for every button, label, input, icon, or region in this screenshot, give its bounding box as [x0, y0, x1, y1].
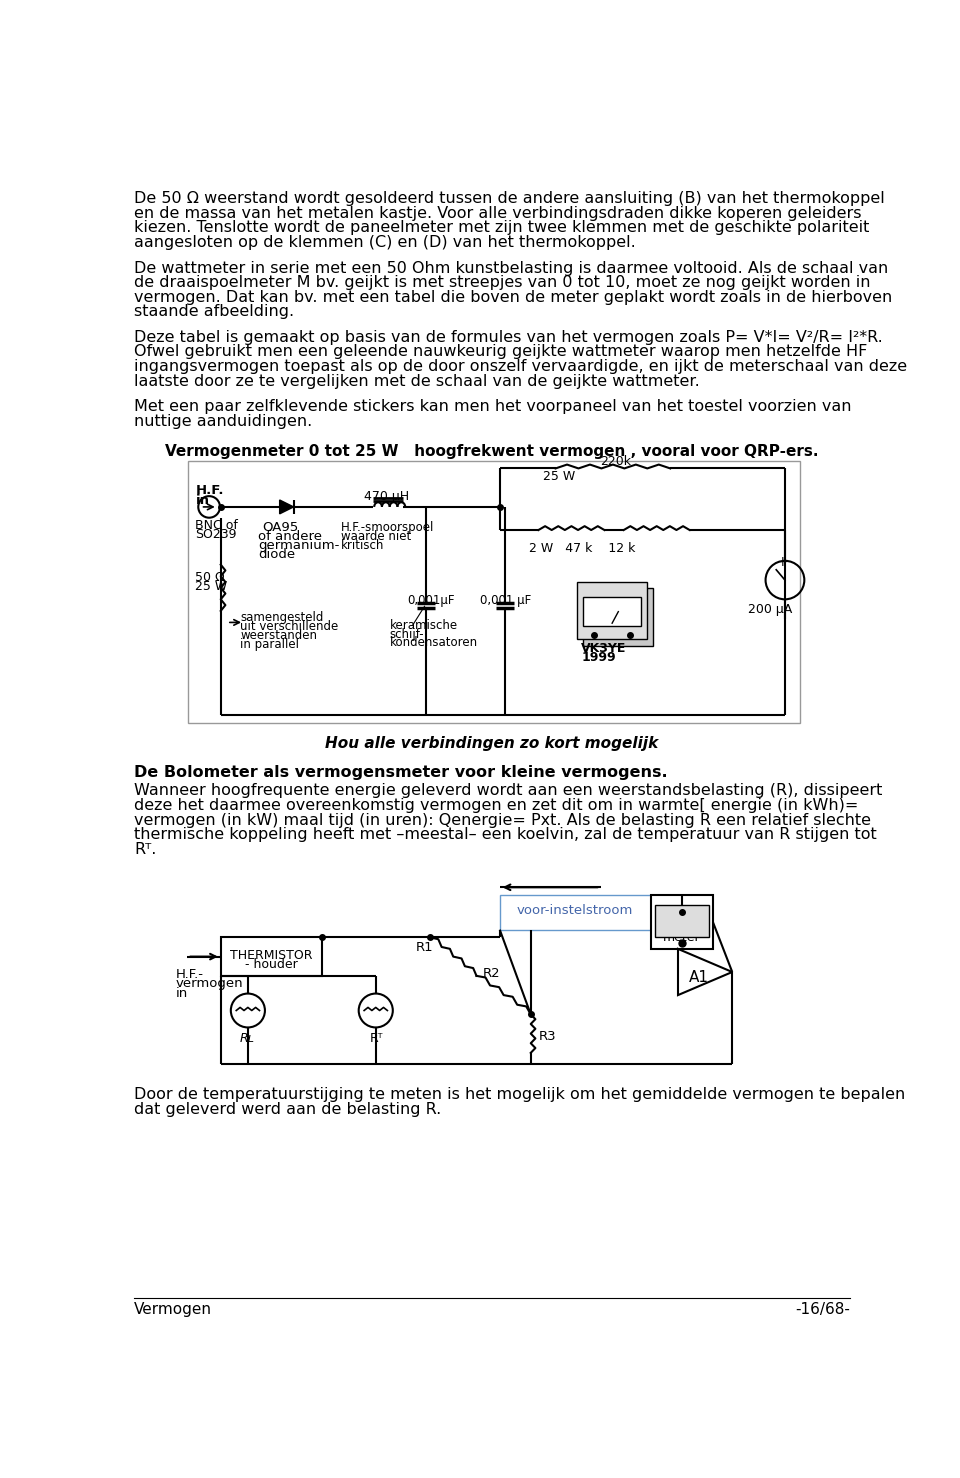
Text: in parallel: in parallel	[240, 638, 300, 650]
Text: H.F.: H.F.	[196, 483, 225, 497]
Text: staande afbeelding.: staande afbeelding.	[134, 304, 294, 319]
Text: laatste door ze te vergelijken met de schaal van de geijkte wattmeter.: laatste door ze te vergelijken met de sc…	[134, 374, 700, 389]
Text: ingangsvermogen toepast als op de door onszelf vervaardigde, en ijkt de metersch: ingangsvermogen toepast als op de door o…	[134, 359, 907, 374]
Text: 25 W: 25 W	[543, 470, 575, 483]
Text: Wanneer hoogfrequente energie geleverd wordt aan een weerstandsbelasting (R), di: Wanneer hoogfrequente energie geleverd w…	[134, 783, 882, 798]
Text: R3: R3	[539, 1030, 556, 1043]
Text: vermogen: vermogen	[176, 977, 244, 990]
Text: 0,001μF: 0,001μF	[407, 594, 454, 607]
Text: 2 W   47 k    12 k: 2 W 47 k 12 k	[529, 541, 636, 554]
Text: Deze tabel is gemaakt op basis van de formules van het vermogen zoals P= V*I= V²: Deze tabel is gemaakt op basis van de fo…	[134, 330, 882, 344]
Text: thermische koppeling heeft met –meestal– een koelvin, zal de temperatuur van R s: thermische koppeling heeft met –meestal–…	[134, 828, 876, 842]
Text: de draaispoelmeter M bv. geijkt is met streepjes van 0 tot 10, moet ze nog geijk: de draaispoelmeter M bv. geijkt is met s…	[134, 275, 871, 290]
Bar	[655, 905, 709, 937]
Bar	[577, 582, 647, 640]
Text: OA95: OA95	[262, 520, 298, 534]
Text: of andere: of andere	[258, 531, 322, 542]
Text: Ofwel gebruikt men een geleende nauwkeurig geijkte wattmeter waarop men hetzelfd: Ofwel gebruikt men een geleende nauwkeur…	[134, 344, 867, 359]
Text: 0,001 μF: 0,001 μF	[480, 594, 531, 607]
Bar	[584, 597, 641, 625]
Text: Vermogenmeter 0 tot 25 W   hoogfrekwent vermogen , vooral voor QRP-ers.: Vermogenmeter 0 tot 25 W hoogfrekwent ve…	[165, 443, 819, 458]
Text: 50 Ω: 50 Ω	[195, 571, 225, 584]
Text: BNC of: BNC of	[195, 519, 238, 532]
Text: 200 μA: 200 μA	[748, 603, 792, 616]
Text: vermogen. Dat kan bv. met een tabel die boven de meter geplakt wordt zoals in de: vermogen. Dat kan bv. met een tabel die …	[134, 290, 892, 304]
Text: Rᵀ.: Rᵀ.	[134, 842, 156, 857]
Text: R2: R2	[483, 967, 500, 980]
Text: kondensatoren: kondensatoren	[390, 637, 478, 649]
Text: dat geleverd werd aan de belasting R.: dat geleverd werd aan de belasting R.	[134, 1103, 442, 1117]
Bar	[651, 896, 713, 949]
Text: THERMISTOR: THERMISTOR	[229, 949, 312, 962]
Text: deze het daarmee overeenkomstig vermogen en zet dit om in warmte[ energie (in kW: deze het daarmee overeenkomstig vermogen…	[134, 798, 858, 813]
Text: Rʟ: Rʟ	[240, 1032, 255, 1045]
Text: en de massa van het metalen kastje. Voor alle verbindingsdraden dikke koperen ge: en de massa van het metalen kastje. Voor…	[134, 205, 861, 220]
Text: vermogen (in kW) maal tijd (in uren): Qenergie= Pxt. Als de belasting R een rela: vermogen (in kW) maal tijd (in uren): Qe…	[134, 813, 871, 828]
Text: uit verschillende: uit verschillende	[240, 621, 338, 633]
Text: H.F.-smoorspoel: H.F.-smoorspoel	[341, 520, 434, 534]
Bar	[188, 461, 801, 723]
Bar	[221, 937, 322, 975]
Text: waarde niet: waarde niet	[341, 531, 411, 542]
Text: meter: meter	[663, 931, 701, 944]
Text: A1: A1	[689, 971, 708, 986]
Text: Hou alle verbindingen zo kort mogelijk: Hou alle verbindingen zo kort mogelijk	[325, 736, 659, 751]
Text: voor-instelstroom: voor-instelstroom	[516, 905, 633, 918]
Text: R1: R1	[416, 941, 434, 955]
Text: keramische: keramische	[390, 619, 458, 631]
Text: 220k: 220k	[601, 455, 632, 467]
Text: germanium-: germanium-	[258, 539, 339, 553]
Text: samengesteld: samengesteld	[240, 610, 324, 624]
Text: -16/68-: -16/68-	[795, 1302, 850, 1317]
Text: - houder: - houder	[245, 958, 298, 971]
Text: nuttige aanduidingen.: nuttige aanduidingen.	[134, 414, 312, 429]
Polygon shape	[279, 500, 294, 514]
Text: kritisch: kritisch	[341, 539, 384, 553]
Text: De wattmeter in serie met een 50 Ohm kunstbelasting is daarmee voltooid. Als de : De wattmeter in serie met een 50 Ohm kun…	[134, 260, 888, 275]
Text: VK3YE: VK3YE	[581, 641, 627, 655]
Text: Door de temperatuurstijging te meten is het mogelijk om het gemiddelde vermogen : Door de temperatuurstijging te meten is …	[134, 1088, 905, 1103]
Text: aangesloten op de klemmen (C) en (D) van het thermokoppel.: aangesloten op de klemmen (C) en (D) van…	[134, 235, 636, 250]
Text: diode: diode	[258, 548, 295, 562]
Text: Vermogen: Vermogen	[134, 1302, 212, 1317]
Text: Rᵀ: Rᵀ	[370, 1032, 383, 1045]
Text: DC-mA: DC-mA	[660, 922, 704, 936]
Text: 1999: 1999	[581, 650, 615, 664]
Text: De 50 Ω weerstand wordt gesoldeerd tussen de andere aansluiting (B) van het ther: De 50 Ω weerstand wordt gesoldeerd tusse…	[134, 191, 885, 207]
Text: 470 μH: 470 μH	[364, 491, 409, 503]
Text: in: in	[176, 987, 188, 999]
Text: weerstanden: weerstanden	[240, 630, 317, 643]
Text: Met een paar zelfklevende stickers kan men het voorpaneel van het toestel voorzi: Met een paar zelfklevende stickers kan m…	[134, 399, 852, 414]
Text: schijf-: schijf-	[390, 628, 424, 641]
Text: in: in	[196, 494, 210, 507]
Text: 25 W: 25 W	[195, 579, 228, 593]
Text: De Bolometer als vermogensmeter voor kleine vermogens.: De Bolometer als vermogensmeter voor kle…	[134, 766, 667, 780]
Bar	[584, 588, 653, 646]
Text: +: +	[777, 554, 788, 569]
Text: kiezen. Tenslotte wordt de paneelmeter met zijn twee klemmen met de geschikte po: kiezen. Tenslotte wordt de paneelmeter m…	[134, 220, 870, 235]
Text: SO239: SO239	[195, 529, 237, 541]
Bar	[500, 896, 651, 930]
Text: H.F.-: H.F.-	[176, 968, 204, 981]
